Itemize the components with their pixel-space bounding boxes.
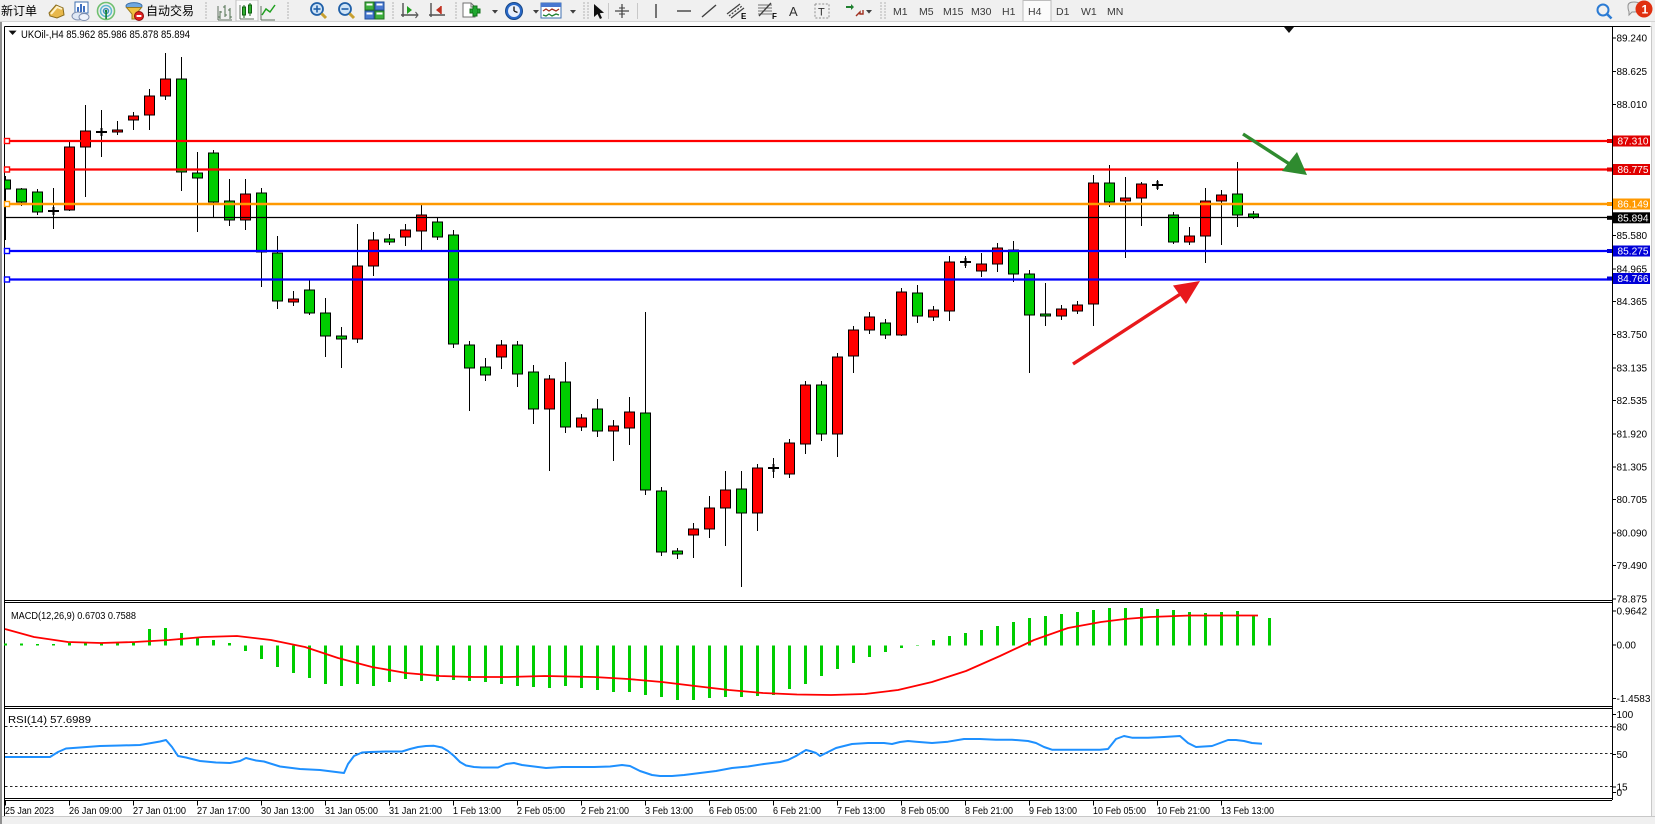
svg-text:30 Jan 13:00: 30 Jan 13:00	[261, 806, 314, 817]
svg-text:84.766: 84.766	[1618, 273, 1649, 285]
svg-text:88.010: 88.010	[1617, 100, 1648, 111]
svg-text:84.965: 84.965	[1617, 264, 1648, 275]
svg-text:1: 1	[1642, 3, 1649, 17]
svg-text:M1: M1	[893, 6, 908, 18]
svg-text:MN: MN	[1107, 6, 1123, 18]
svg-text:UKOil-,H4 85.962 85.986 85.87: UKOil-,H4 85.962 85.986 85.878 85.894	[21, 29, 190, 41]
svg-text:26 Jan 09:00: 26 Jan 09:00	[69, 806, 122, 817]
svg-text:M30: M30	[971, 6, 992, 18]
svg-text:2 Feb 21:00: 2 Feb 21:00	[581, 806, 629, 817]
svg-text:15: 15	[1617, 783, 1629, 794]
svg-text:H1: H1	[1002, 6, 1016, 18]
svg-text:1 Feb 13:00: 1 Feb 13:00	[453, 806, 501, 817]
svg-text:F: F	[772, 12, 777, 21]
svg-text:25 Jan 2023: 25 Jan 2023	[5, 806, 54, 817]
svg-text:100: 100	[1617, 710, 1634, 721]
svg-text:2 Feb 05:00: 2 Feb 05:00	[517, 806, 565, 817]
svg-text:85.275: 85.275	[1618, 246, 1649, 258]
svg-text:87.310: 87.310	[1618, 136, 1649, 148]
svg-text:31 Jan 21:00: 31 Jan 21:00	[389, 806, 442, 817]
svg-text:13 Feb 13:00: 13 Feb 13:00	[1221, 806, 1274, 817]
svg-text:27 Jan 17:00: 27 Jan 17:00	[197, 806, 250, 817]
svg-text:89.240: 89.240	[1617, 34, 1648, 45]
svg-text:W1: W1	[1081, 6, 1097, 18]
svg-text:RSI(14) 57.6989: RSI(14) 57.6989	[8, 715, 91, 726]
svg-text:A: A	[789, 4, 798, 19]
svg-text:6 Feb 21:00: 6 Feb 21:00	[773, 806, 821, 817]
svg-text:M15: M15	[943, 6, 964, 18]
svg-text:82.535: 82.535	[1617, 396, 1648, 407]
svg-text:7 Feb 13:00: 7 Feb 13:00	[837, 806, 885, 817]
svg-text:T: T	[818, 7, 825, 19]
svg-text:0: 0	[1617, 788, 1623, 799]
svg-text:8 Feb 21:00: 8 Feb 21:00	[965, 806, 1013, 817]
svg-text:M5: M5	[919, 6, 934, 18]
svg-text:83.135: 83.135	[1617, 364, 1648, 375]
svg-text:自动交易: 自动交易	[146, 3, 194, 18]
svg-text:85.580: 85.580	[1617, 231, 1648, 242]
svg-text:88.625: 88.625	[1617, 67, 1648, 78]
svg-text:0.00: 0.00	[1617, 641, 1637, 652]
svg-text:6 Feb 05:00: 6 Feb 05:00	[709, 806, 757, 817]
svg-text:78.875: 78.875	[1617, 594, 1648, 605]
svg-text:50: 50	[1617, 750, 1629, 761]
svg-text:0.9642: 0.9642	[1617, 607, 1648, 618]
svg-text:9 Feb 13:00: 9 Feb 13:00	[1029, 806, 1077, 817]
svg-text:86.149: 86.149	[1618, 199, 1649, 211]
svg-text:-1.4583: -1.4583	[1617, 694, 1651, 705]
svg-text:79.490: 79.490	[1617, 561, 1648, 572]
svg-text:H4: H4	[1028, 6, 1042, 18]
svg-text:27 Jan 01:00: 27 Jan 01:00	[133, 806, 186, 817]
svg-text:80.705: 80.705	[1617, 495, 1648, 506]
svg-text:81.920: 81.920	[1617, 429, 1648, 440]
svg-text:86.775: 86.775	[1618, 164, 1649, 176]
svg-text:80: 80	[1617, 723, 1629, 734]
svg-text:31 Jan 05:00: 31 Jan 05:00	[325, 806, 378, 817]
svg-text:8 Feb 05:00: 8 Feb 05:00	[901, 806, 949, 817]
svg-text:81.305: 81.305	[1617, 463, 1648, 474]
svg-text:E: E	[741, 12, 747, 21]
svg-text:新订单: 新订单	[1, 3, 37, 18]
svg-text:10 Feb 05:00: 10 Feb 05:00	[1093, 806, 1146, 817]
svg-text:D1: D1	[1056, 6, 1070, 18]
svg-text:MACD(12,26,9) 0.6703 0.7588: MACD(12,26,9) 0.6703 0.7588	[11, 611, 136, 622]
svg-text:84.365: 84.365	[1617, 297, 1648, 308]
svg-text:83.750: 83.750	[1617, 330, 1648, 341]
svg-text:3 Feb 13:00: 3 Feb 13:00	[645, 806, 693, 817]
svg-text:85.894: 85.894	[1618, 213, 1649, 225]
svg-text:10 Feb 21:00: 10 Feb 21:00	[1157, 806, 1210, 817]
svg-text:80.090: 80.090	[1617, 529, 1648, 540]
